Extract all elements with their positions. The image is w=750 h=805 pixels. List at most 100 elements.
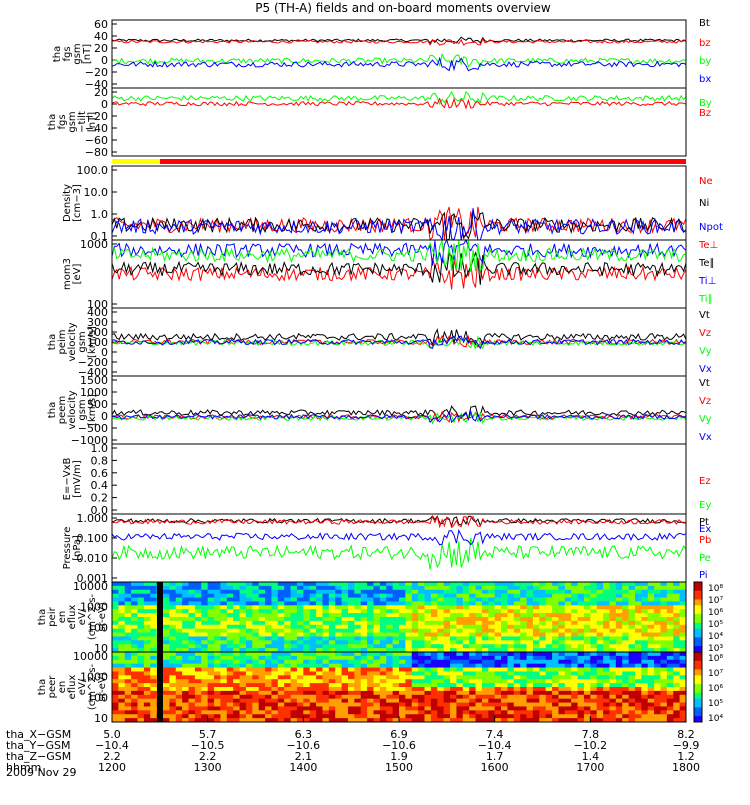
heatmap-cell [112,679,119,684]
heatmap-cell [564,655,572,661]
heatmap-cell [354,698,362,704]
heatmap-cell [188,714,196,719]
heatmap-cell [526,679,534,684]
heatmap-cell [335,582,343,587]
heatmap-cell [437,609,445,614]
heatmap-cell [583,714,591,719]
heatmap-cell [322,698,330,704]
heatmap-cell [456,706,464,711]
heatmap-cell [532,609,540,614]
heatmap-cell [654,714,661,719]
colorbar-cell [694,617,702,621]
heatmap-cell [347,690,355,696]
heatmap-cell [233,690,241,696]
heatmap-cell [513,620,521,626]
heatmap-cell [150,624,158,630]
heatmap-cell [347,710,355,715]
heatmap-cell [150,617,158,622]
heatmap-cell [290,597,298,602]
heatmap-cell [201,690,209,696]
heatmap-cell [437,702,445,707]
ylabel-line: [km/s] [87,394,98,426]
heatmap-cell [233,636,241,641]
heatmap-cell [137,718,145,723]
heatmap-cell [641,593,649,599]
heatmap-cell [641,636,649,641]
heatmap-cell [271,640,279,645]
heatmap-cell [430,613,438,618]
heatmap-cell [564,710,572,715]
heatmap-cell [316,683,323,688]
heatmap-cell [335,683,343,688]
heatmap-cell [245,609,253,614]
heatmap-cell [360,624,368,630]
heatmap-cell [354,605,362,610]
colorbar-cell [694,622,702,627]
heatmap-cell [239,640,247,645]
heatmap-cell [628,640,636,645]
heatmap-cell [596,636,604,641]
heatmap-cell [494,585,502,591]
heatmap-cell [316,640,323,645]
panel-ylabel: tha peem velocity gsm [km/s] [47,390,98,429]
heatmap-cell [411,655,419,661]
heatmap-cell [437,640,445,645]
heatmap-cell [475,683,483,688]
heatmap-cell [188,597,196,602]
heatmap-cell [456,655,464,661]
heatmap-cell [615,648,623,653]
ytick-label: 100.0 [77,164,109,177]
heatmap-cell [386,667,394,672]
heatmap-cell [335,652,343,657]
heatmap-cell [679,613,687,618]
heatmap-cell [347,659,355,665]
heatmap-cell [647,718,655,723]
heatmap-cell [647,663,655,669]
heatmap-cell [296,698,304,704]
heatmap-cell [220,702,228,707]
heatmap-cell [277,694,285,700]
heatmap-cell [386,714,394,719]
heatmap-cell [481,613,489,618]
heatmap-cell [507,585,515,591]
heatmap-cell [118,589,126,595]
heatmap-cell [647,601,655,606]
heatmap-cell [462,718,470,723]
heatmap-cell [443,694,451,700]
heatmap-cell [150,582,158,587]
heatmap-cell [137,683,145,688]
heatmap-cell [296,714,304,719]
legend-label: Vy [699,346,712,357]
heatmap-cell [226,694,234,700]
heatmap-cell [571,706,579,711]
heatmap-cell [532,636,540,641]
heatmap-cell [539,683,547,688]
heatmap-cell [488,636,496,641]
heatmap-cell [596,683,604,688]
heatmap-cell [456,589,464,595]
heatmap-cell [233,593,241,599]
heatmap-cell [118,706,126,711]
ytick-label: 0.100 [77,532,109,545]
heatmap-cell [163,667,170,672]
ytick-label: 40 [94,30,108,43]
heatmap-cell [424,694,432,700]
heatmap-cell [450,632,457,637]
heatmap-cell [207,628,215,634]
heatmap-cell [532,593,540,599]
heatmap-cell [583,652,591,657]
heatmap-cell [226,632,234,637]
heatmap-cell [673,601,681,606]
heatmap-cell [169,636,177,641]
heatmap-cell [265,597,272,602]
heatmap-cell [399,589,406,595]
heatmap-cell [201,698,209,704]
heatmap-cell [201,644,209,649]
heatmap-cell [379,605,387,610]
heatmap-cell [309,585,317,591]
heatmap-cell [399,659,406,665]
heatmap-cell [443,675,451,680]
series-line [111,328,687,347]
heatmap-cell [647,605,655,610]
heatmap-cell [290,640,298,645]
